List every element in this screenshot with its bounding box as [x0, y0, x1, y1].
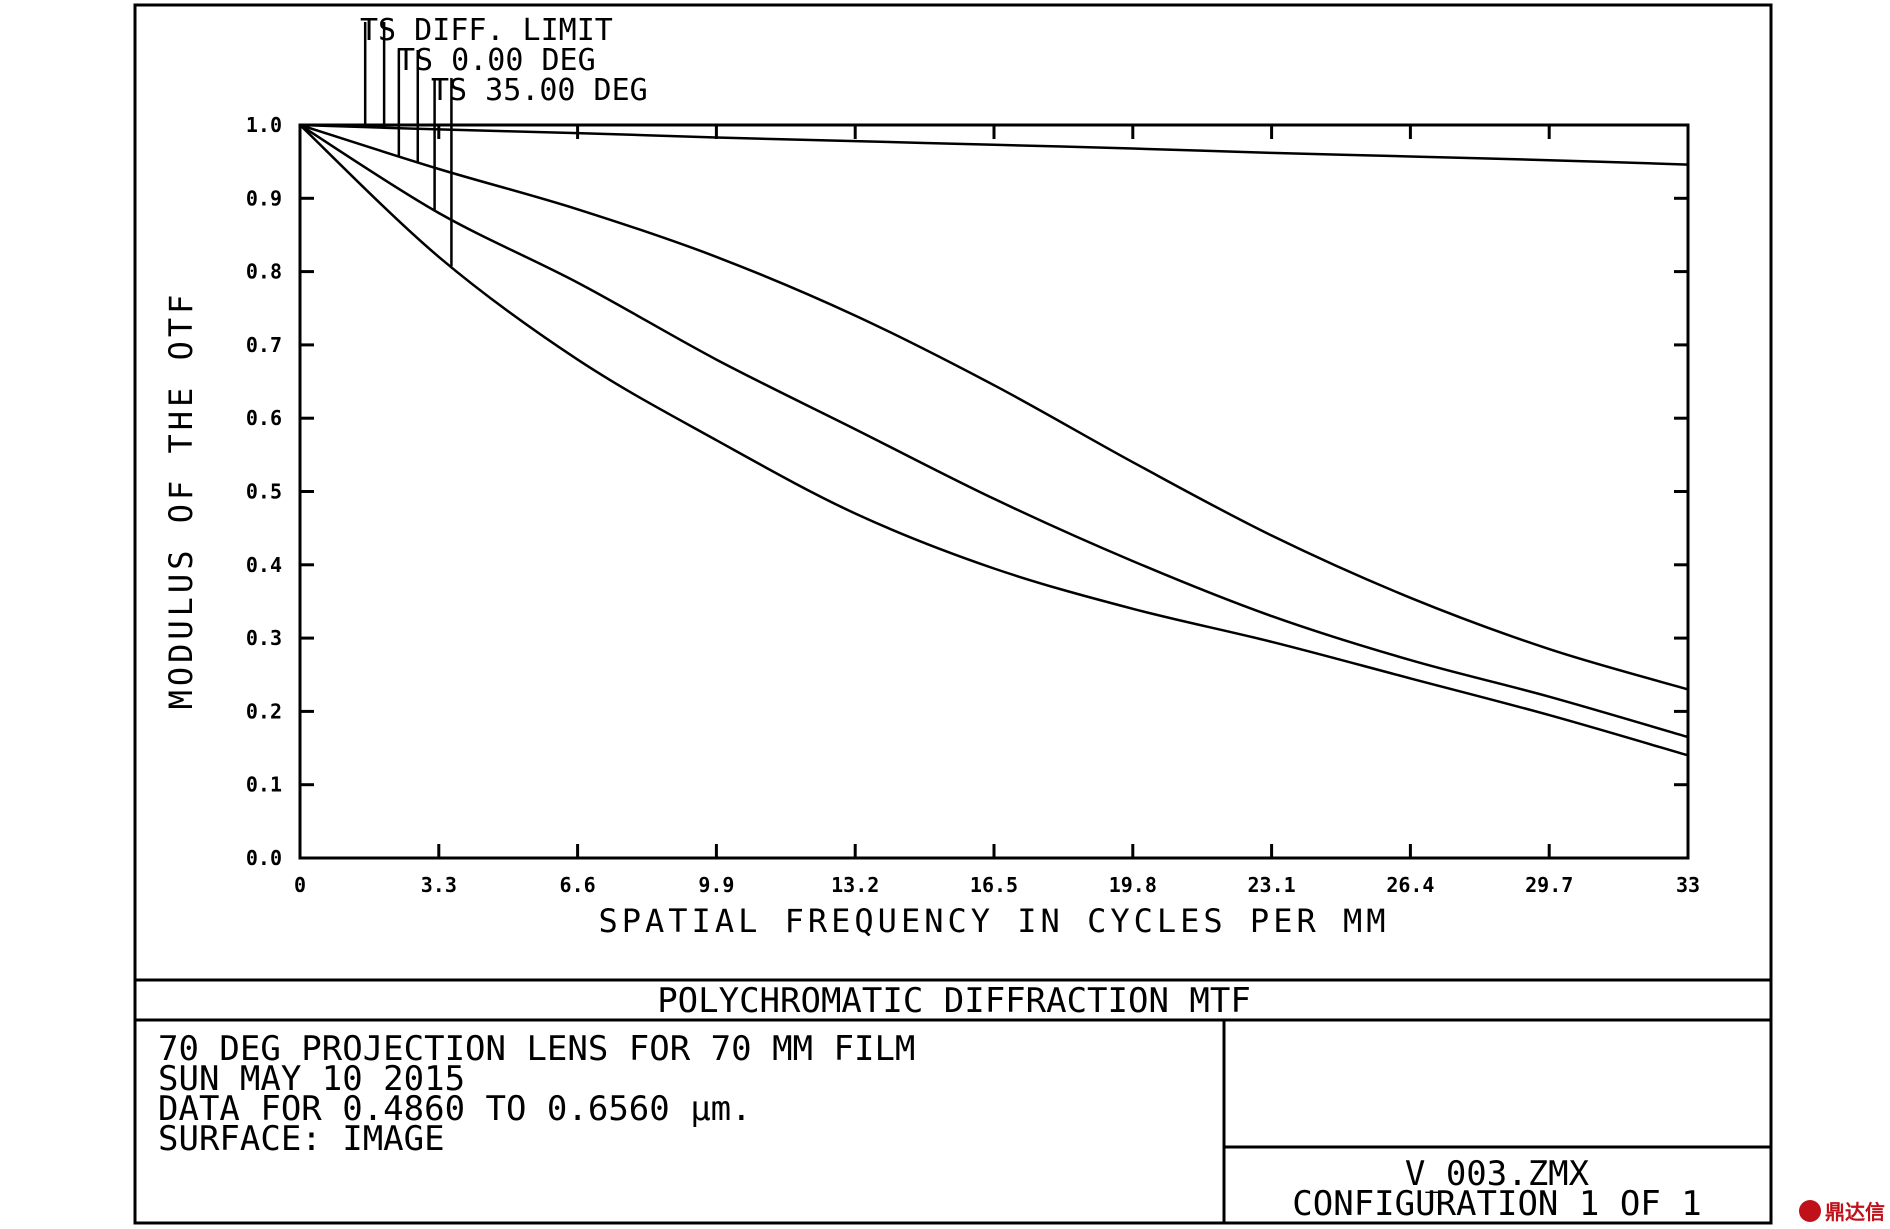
y-tick-label: 1.0 [246, 113, 282, 137]
legend-entry-35deg: TS 35.00 DEG [431, 73, 648, 108]
y-axis-label: MODULUS OF THE OTF [162, 291, 200, 710]
x-tick-label: 26.4 [1386, 873, 1434, 897]
outer-frame [133, 3, 1773, 1225]
series-line-1 [299, 123, 1689, 166]
x-tick-label: 23.1 [1248, 873, 1296, 897]
watermark-text: 鼎达信 [1825, 1200, 1885, 1224]
watermark-logo: 鼎达信 [1799, 1200, 1885, 1224]
y-tick-label: 0.7 [246, 333, 282, 357]
plot-frame [298, 123, 1690, 860]
y-tick-label: 0.5 [246, 480, 282, 504]
series-line-3 [299, 123, 1689, 739]
legend-entry-0deg: TS 0.00 DEG [397, 43, 596, 78]
chart-title: POLYCHROMATIC DIFFRACTION MTF [657, 981, 1251, 1021]
x-tick-label: 0 [294, 873, 306, 897]
x-tick-label: 19.8 [1109, 873, 1157, 897]
y-tick-label: 0.1 [246, 773, 282, 797]
x-tick-label: 29.7 [1525, 873, 1573, 897]
x-tick-label: 6.6 [560, 873, 596, 897]
info-file-name: V_003.ZMX [1405, 1154, 1590, 1194]
curves [299, 123, 1689, 757]
info-surface: SURFACE: IMAGE [158, 1119, 445, 1159]
series-line-4 [299, 124, 1689, 757]
y-tick-label: 0.0 [246, 846, 282, 870]
y-tick-label: 0.8 [246, 260, 282, 284]
y-tick-label: 0.3 [246, 626, 282, 650]
y-tick-label: 0.9 [246, 186, 282, 210]
y-tick-label: 0.4 [246, 553, 282, 577]
x-tick-label: 9.9 [698, 873, 734, 897]
legend-entry-diff-limit: TS DIFF. LIMIT [360, 13, 613, 48]
x-tick-label: 13.2 [831, 873, 879, 897]
watermark-logo-icon [1799, 1200, 1821, 1222]
y-tick-label: 0.2 [246, 699, 282, 723]
y-tick-label: 0.6 [246, 406, 282, 430]
y-ticks: 0.0 0.1 0.2 0.3 0.4 0.5 0.6 0.7 0.8 0.9 1.0 [246, 113, 1688, 870]
x-ticks: 0 3.3 6.6 9.9 13.2 16.5 19.8 23.1 26.4 29.7 33 [294, 125, 1700, 897]
x-tick-label: 33 [1676, 873, 1700, 897]
info-configuration: CONFIGURATION 1 OF 1 [1292, 1184, 1701, 1224]
x-tick-label: 16.5 [970, 873, 1018, 897]
x-tick-label: 3.3 [421, 873, 457, 897]
info-lens-description: 70 DEG PROJECTION LENS FOR 70 MM FILM [158, 1029, 915, 1069]
series-line-2 [299, 123, 1689, 691]
legend-marks [363, 22, 453, 267]
info-wavelength-range: DATA FOR 0.4860 TO 0.6560 µm. [158, 1089, 752, 1129]
info-date: SUN MAY 10 2015 [158, 1059, 465, 1099]
x-axis-label: SPATIAL FREQUENCY IN CYCLES PER MM [598, 902, 1389, 940]
